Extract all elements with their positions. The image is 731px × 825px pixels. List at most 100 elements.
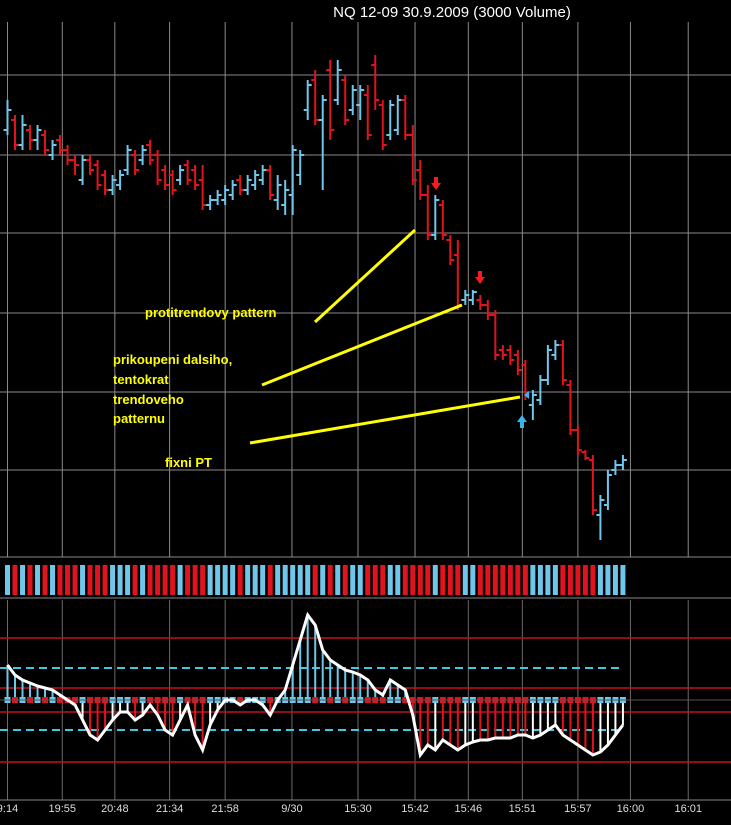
direction-strip (357, 565, 363, 595)
direction-strip (372, 565, 378, 595)
direction-strip (35, 565, 41, 595)
direction-strip (560, 565, 566, 595)
direction-strip (95, 565, 101, 595)
direction-strip (50, 565, 56, 595)
direction-strip (132, 565, 138, 595)
direction-strip (342, 565, 348, 595)
direction-strip (387, 565, 393, 595)
indicator (0, 611, 731, 763)
direction-strip (237, 565, 243, 595)
sell-arrow (475, 271, 485, 284)
x-tick-label: 16:01 (674, 803, 702, 815)
annotation-lines (249, 228, 521, 445)
x-tick-label: 20:48 (101, 803, 129, 815)
price-bars (3, 55, 627, 595)
x-tick-label: 21:34 (156, 803, 184, 815)
direction-strip (80, 565, 86, 595)
x-tick-label: 9:14 (0, 803, 18, 815)
direction-strip (192, 565, 198, 595)
direction-strip (477, 565, 483, 595)
direction-strip (42, 565, 48, 595)
x-tick-label: 21:58 (211, 803, 239, 815)
direction-strip (462, 565, 468, 595)
direction-strip (582, 565, 588, 595)
direction-strip (140, 565, 146, 595)
direction-strip (282, 565, 288, 595)
indicator-line (6, 611, 625, 759)
direction-strip (290, 565, 296, 595)
direction-strip (155, 565, 161, 595)
direction-strip (500, 565, 506, 595)
buy-arrow (517, 415, 527, 428)
direction-strip (12, 565, 18, 595)
direction-strip (530, 565, 536, 595)
direction-strip (440, 565, 446, 595)
chart-title: NQ 12-09 30.9.2009 (3000 Volume) (333, 4, 571, 21)
x-tick-label: 15:46 (455, 803, 483, 815)
direction-strip (552, 565, 558, 595)
direction-strip (305, 565, 311, 595)
direction-strip (57, 565, 63, 595)
annotation: fixni PT (165, 455, 212, 470)
direction-strip (597, 565, 603, 595)
direction-strip (410, 565, 416, 595)
direction-strip (365, 565, 371, 595)
x-tick-label: 15:30 (344, 803, 372, 815)
direction-strip (320, 565, 326, 595)
direction-strip (245, 565, 251, 595)
direction-strip (5, 565, 11, 595)
direction-strip (252, 565, 258, 595)
direction-strip (485, 565, 491, 595)
direction-strip (230, 565, 236, 595)
direction-strip (522, 565, 528, 595)
direction-strip (72, 565, 78, 595)
direction-strip (27, 565, 33, 595)
direction-strip (87, 565, 93, 595)
direction-strip (312, 565, 318, 595)
direction-strip (215, 565, 221, 595)
annotation: patternu (113, 411, 165, 426)
entry-marker (524, 391, 529, 399)
annotation: protitrendovy pattern (145, 305, 277, 320)
direction-strip (260, 565, 266, 595)
direction-strip (185, 565, 191, 595)
x-tick-label: 16:00 (617, 803, 645, 815)
direction-strip (117, 565, 123, 595)
annotation-line (313, 228, 417, 324)
annotation: trendoveho (113, 392, 184, 407)
direction-strip (275, 565, 281, 595)
direction-strip (102, 565, 108, 595)
direction-strip (335, 565, 341, 595)
direction-strip (267, 565, 273, 595)
direction-strip (200, 565, 206, 595)
direction-strip (507, 565, 513, 595)
direction-strip (492, 565, 498, 595)
direction-strip (575, 565, 581, 595)
direction-strip (395, 565, 401, 595)
direction-strip (567, 565, 573, 595)
direction-strip (402, 565, 408, 595)
direction-strip (455, 565, 461, 595)
x-tick-label: 15:57 (564, 803, 592, 815)
direction-strip (350, 565, 356, 595)
direction-strip (147, 565, 153, 595)
direction-strip (20, 565, 26, 595)
x-tick-label: 19:55 (49, 803, 77, 815)
direction-strip (177, 565, 183, 595)
direction-strip (605, 565, 611, 595)
direction-strip (545, 565, 551, 595)
direction-strip (297, 565, 303, 595)
x-tick-label: 15:42 (401, 803, 429, 815)
annotation: prikoupeni dalsiho, (113, 352, 232, 367)
direction-strip (515, 565, 521, 595)
direction-strip (65, 565, 71, 595)
direction-strip (110, 565, 116, 595)
x-tick-label: 9/30 (281, 803, 302, 815)
direction-strip (125, 565, 131, 595)
direction-strip (432, 565, 438, 595)
x-tick-label: 15:51 (509, 803, 537, 815)
direction-strip (612, 565, 618, 595)
direction-strip (620, 565, 626, 595)
